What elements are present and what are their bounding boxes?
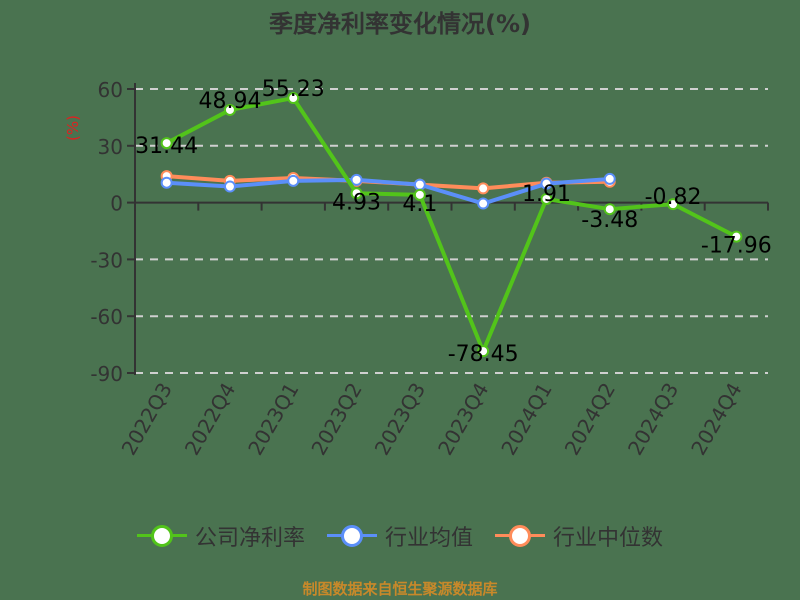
data-label: 1.91 xyxy=(522,182,571,207)
data-point[interactable] xyxy=(603,172,616,185)
y-axis-label: (%) xyxy=(64,115,82,141)
legend-label: 行业中位数 xyxy=(553,526,664,551)
y-tick-label: 30 xyxy=(98,135,123,159)
x-tick-label: 2022Q4 xyxy=(180,379,240,460)
x-tick-label: 2024Q2 xyxy=(560,379,620,460)
legend-marker-icon xyxy=(495,525,545,547)
data-point[interactable] xyxy=(603,203,616,216)
legend: 公司净利率 行业均值 行业中位数 xyxy=(0,520,800,552)
legend-item-company[interactable]: 公司净利率 xyxy=(136,520,305,552)
data-label: -17.96 xyxy=(701,234,772,259)
gridlines xyxy=(135,88,768,374)
legend-marker-icon xyxy=(136,525,187,547)
legend-label: 公司净利率 xyxy=(194,526,305,551)
x-tick-label: 2024Q3 xyxy=(623,379,683,460)
data-label: -0.82 xyxy=(645,185,702,210)
data-label: 31.44 xyxy=(135,134,198,159)
x-tick-label: 2024Q1 xyxy=(496,379,556,460)
data-point[interactable] xyxy=(477,197,490,210)
data-point[interactable] xyxy=(350,173,363,186)
data-point[interactable] xyxy=(477,182,490,195)
series-lines xyxy=(160,92,743,358)
x-tick-label: 2023Q4 xyxy=(433,379,493,460)
y-tick-label: 60 xyxy=(98,78,123,102)
series-line xyxy=(165,96,738,354)
data-point[interactable] xyxy=(413,178,426,191)
data-point[interactable] xyxy=(160,137,173,150)
y-tick-label: 0 xyxy=(110,192,123,216)
legend-item-industry-avg[interactable]: 行业均值 xyxy=(326,520,473,552)
data-point[interactable] xyxy=(413,188,426,201)
data-point[interactable] xyxy=(350,187,363,200)
data-point[interactable] xyxy=(287,174,300,187)
y-tick-label: -90 xyxy=(90,362,123,386)
source-note: 制图数据来自恒生聚源数据库 xyxy=(302,580,498,598)
data-point[interactable] xyxy=(477,345,490,358)
legend-label: 行业均值 xyxy=(384,526,473,551)
data-point[interactable] xyxy=(540,192,553,205)
data-label: 55.23 xyxy=(262,77,325,102)
x-tick-label: 2023Q1 xyxy=(243,379,303,460)
data-label: 4.93 xyxy=(332,190,381,215)
data-label: -3.48 xyxy=(581,208,638,233)
chart-title: 季度净利率变化情况(%) xyxy=(269,10,531,38)
data-label: 48.94 xyxy=(198,89,261,114)
legend-item-industry-median[interactable]: 行业中位数 xyxy=(495,520,663,552)
data-label: 4.1 xyxy=(402,192,437,217)
x-tick-label: 2023Q3 xyxy=(370,379,430,460)
data-point[interactable] xyxy=(160,176,173,189)
data-point[interactable] xyxy=(540,177,553,190)
data-point[interactable] xyxy=(667,198,680,211)
x-tick-label: 2024Q4 xyxy=(686,379,746,460)
data-label: -78.45 xyxy=(448,342,519,367)
data-point[interactable] xyxy=(223,103,236,116)
y-tick-label: -60 xyxy=(90,305,123,329)
x-tick-label: 2022Q3 xyxy=(117,379,177,460)
data-point[interactable] xyxy=(730,230,743,243)
data-point[interactable] xyxy=(287,92,300,105)
legend-marker-icon xyxy=(326,525,377,547)
y-tick-label: -30 xyxy=(90,248,123,272)
series-line xyxy=(166,176,610,206)
data-point[interactable] xyxy=(223,180,236,193)
x-tick-label: 2023Q2 xyxy=(306,379,366,460)
